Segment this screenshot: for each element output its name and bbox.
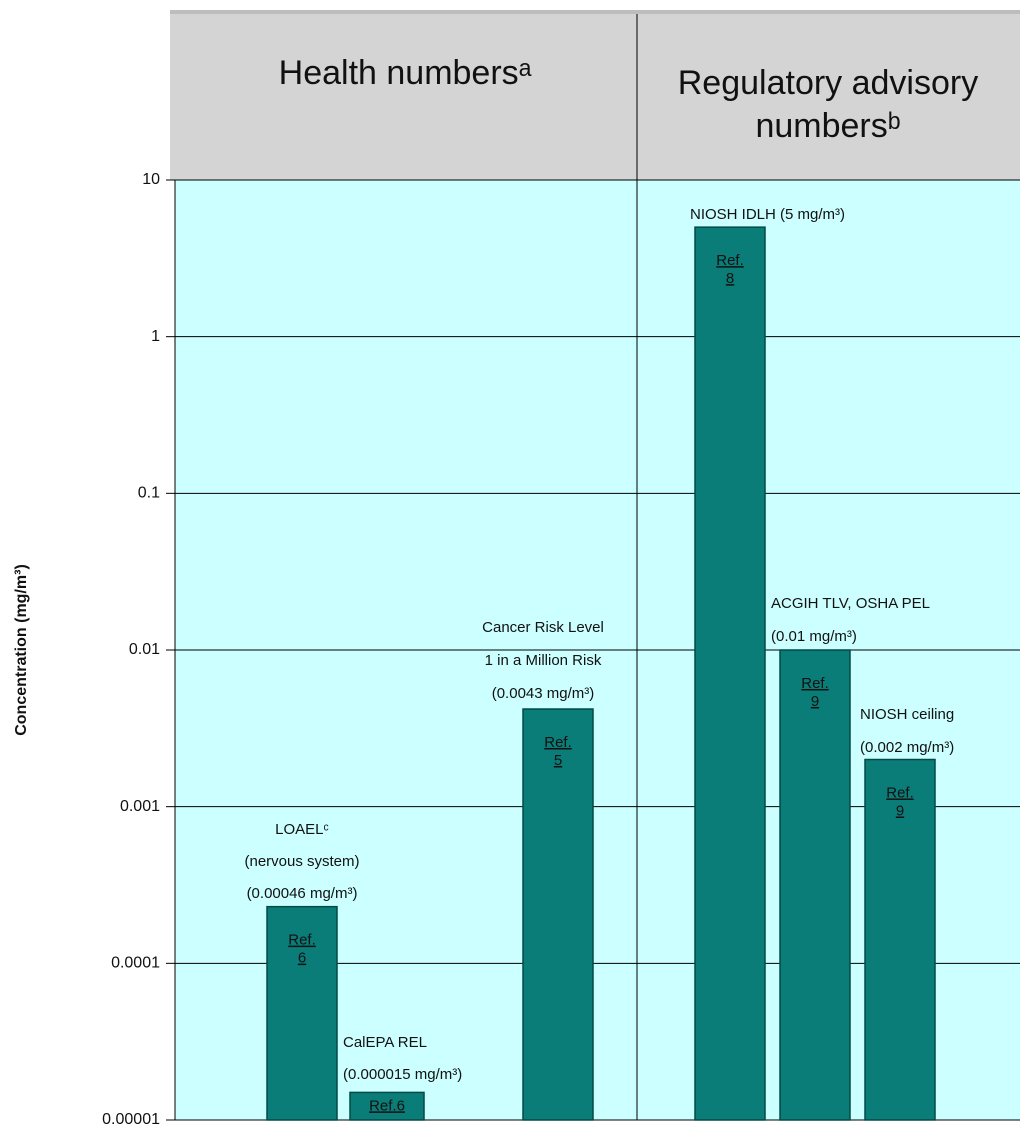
group-header: Health numbersᵃ: [279, 54, 532, 92]
y-tick-label: 0.001: [120, 798, 160, 815]
ref-link: Ref.: [886, 784, 914, 801]
annotation: (0.01 mg/m³): [771, 628, 857, 645]
annotation: 1 in a Million Risk: [485, 652, 602, 669]
ref-link: Ref.: [716, 252, 744, 269]
bar: [779, 649, 851, 1121]
ref-link: 9: [811, 693, 819, 710]
annotation: CalEPA REL: [343, 1034, 427, 1051]
ref-link: 5: [554, 752, 562, 769]
group-header: numbersᵇ: [755, 107, 900, 145]
ref-link: 9: [896, 802, 904, 819]
y-tick-label: 10: [142, 171, 160, 188]
header-background: [170, 10, 1020, 180]
annotation: (0.000015 mg/m³): [343, 1066, 462, 1083]
y-tick-label: 1: [151, 328, 160, 345]
annotation: (0.0043 mg/m³): [492, 685, 595, 702]
annotation: (0.00046 mg/m³): [247, 885, 358, 902]
bar: [522, 708, 594, 1121]
bar: [864, 758, 936, 1121]
bar: [694, 226, 766, 1121]
annotation: (0.002 mg/m³): [860, 739, 954, 756]
annotation: Cancer Risk Level: [482, 619, 604, 636]
y-tick-label: 0.0001: [111, 955, 160, 972]
bar: [349, 1091, 425, 1121]
ref-link: Ref.: [801, 675, 829, 692]
bar: [266, 905, 338, 1121]
y-tick-label: 0.1: [138, 485, 160, 502]
annotation: NIOSH IDLH (5 mg/m³): [690, 206, 845, 223]
ref-link: Ref.6: [369, 1097, 405, 1114]
y-tick-label: 0.00001: [102, 1111, 160, 1128]
ref-link: 6: [298, 950, 306, 967]
annotation: LOAELᶜ: [275, 821, 329, 838]
annotation: NIOSH ceiling: [860, 706, 954, 723]
annotation: ACGIH TLV, OSHA PEL: [771, 595, 930, 612]
ref-link: Ref.: [544, 734, 572, 751]
annotation: (nervous system): [244, 853, 359, 870]
y-tick-label: 0.01: [129, 641, 160, 658]
group-header: Regulatory advisory: [678, 64, 978, 102]
y-axis-label: Concentration (mg/m³): [13, 564, 30, 736]
ref-link: 8: [726, 270, 734, 287]
header-edge: [170, 10, 1020, 14]
ref-link: Ref.: [288, 932, 316, 949]
